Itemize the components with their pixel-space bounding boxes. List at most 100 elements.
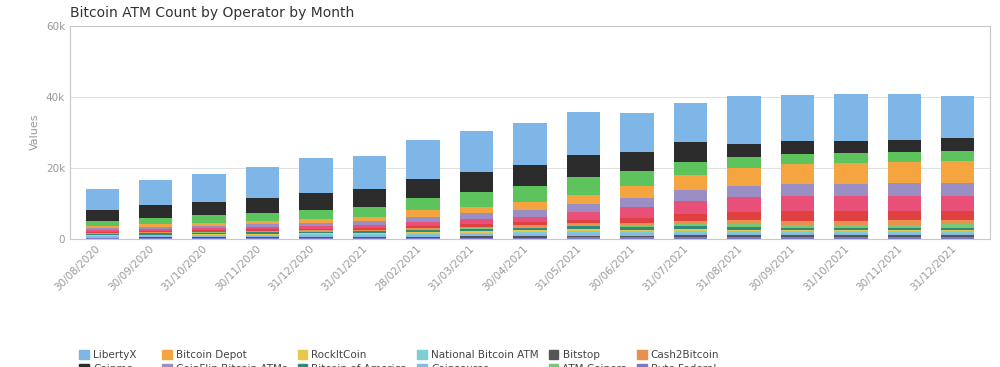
Bar: [674, 214, 707, 221]
Bar: [781, 184, 814, 196]
Bar: [781, 164, 814, 184]
Bar: [834, 141, 868, 153]
Bar: [781, 221, 814, 225]
Bar: [139, 218, 172, 224]
Bar: [567, 212, 600, 219]
Bar: [888, 230, 921, 231]
Bar: [620, 152, 654, 171]
Bar: [727, 96, 761, 143]
Bar: [941, 211, 974, 220]
Bar: [941, 230, 974, 231]
Bar: [86, 235, 119, 236]
Bar: [941, 228, 974, 230]
Bar: [246, 167, 279, 198]
Bar: [834, 211, 868, 221]
Bar: [139, 180, 172, 205]
Bar: [781, 228, 814, 230]
Bar: [406, 229, 440, 230]
Bar: [834, 230, 868, 231]
Bar: [834, 184, 868, 196]
Bar: [834, 228, 868, 230]
Bar: [353, 231, 386, 233]
Bar: [941, 96, 974, 138]
Bar: [353, 234, 386, 235]
Bar: [513, 230, 547, 232]
Bar: [941, 151, 974, 161]
Bar: [139, 235, 172, 236]
Bar: [567, 229, 600, 231]
Bar: [727, 235, 761, 237]
Bar: [781, 196, 814, 211]
Bar: [460, 207, 493, 213]
Bar: [513, 227, 547, 228]
Bar: [246, 234, 279, 235]
Bar: [460, 227, 493, 228]
Bar: [353, 156, 386, 189]
Bar: [86, 234, 119, 235]
Bar: [86, 230, 119, 232]
Bar: [86, 236, 119, 237]
Bar: [888, 231, 921, 233]
Bar: [86, 228, 119, 230]
Bar: [513, 186, 547, 202]
Bar: [460, 236, 493, 238]
Bar: [834, 237, 868, 239]
Bar: [246, 232, 279, 234]
Bar: [567, 223, 600, 225]
Bar: [192, 233, 226, 234]
Bar: [513, 236, 547, 237]
Bar: [727, 237, 761, 239]
Bar: [834, 153, 868, 163]
Bar: [781, 237, 814, 239]
Bar: [192, 215, 226, 222]
Bar: [513, 232, 547, 234]
Bar: [727, 221, 761, 224]
Bar: [781, 211, 814, 221]
Bar: [567, 219, 600, 223]
Bar: [781, 230, 814, 231]
Bar: [246, 238, 279, 239]
Bar: [192, 230, 226, 232]
Bar: [567, 112, 600, 155]
Bar: [513, 202, 547, 210]
Bar: [567, 155, 600, 177]
Bar: [192, 174, 226, 202]
Bar: [246, 231, 279, 232]
Bar: [513, 222, 547, 225]
Bar: [567, 236, 600, 237]
Bar: [353, 238, 386, 239]
Bar: [727, 212, 761, 221]
Bar: [781, 235, 814, 237]
Bar: [620, 113, 654, 152]
Bar: [834, 231, 868, 233]
Bar: [353, 225, 386, 228]
Bar: [674, 103, 707, 142]
Bar: [460, 224, 493, 227]
Bar: [246, 213, 279, 221]
Bar: [246, 224, 279, 227]
Bar: [567, 226, 600, 229]
Bar: [86, 210, 119, 221]
Bar: [460, 172, 493, 192]
Bar: [888, 235, 921, 237]
Bar: [192, 238, 226, 239]
Bar: [299, 233, 333, 234]
Bar: [727, 157, 761, 168]
Bar: [727, 231, 761, 233]
Bar: [299, 229, 333, 230]
Bar: [246, 229, 279, 231]
Bar: [139, 227, 172, 229]
Bar: [674, 162, 707, 175]
Bar: [139, 232, 172, 233]
Bar: [888, 196, 921, 211]
Bar: [299, 158, 333, 193]
Bar: [353, 217, 386, 221]
Bar: [353, 221, 386, 225]
Bar: [299, 235, 333, 237]
Bar: [86, 237, 119, 238]
Bar: [888, 211, 921, 221]
Bar: [781, 231, 814, 233]
Bar: [460, 233, 493, 234]
Bar: [674, 175, 707, 190]
Bar: [406, 226, 440, 228]
